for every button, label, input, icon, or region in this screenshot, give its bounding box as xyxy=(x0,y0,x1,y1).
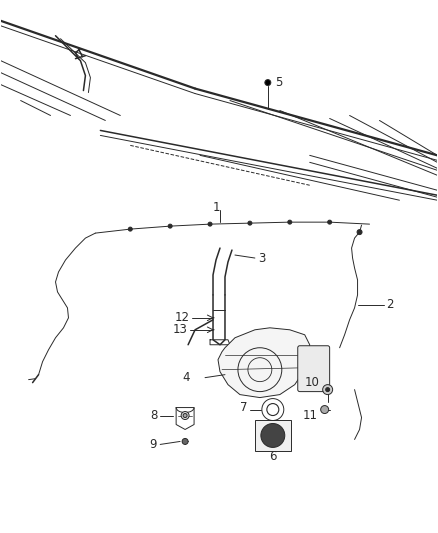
Polygon shape xyxy=(218,328,310,398)
Text: 9: 9 xyxy=(150,438,157,451)
Text: 5: 5 xyxy=(275,76,282,89)
Circle shape xyxy=(168,224,172,228)
Circle shape xyxy=(248,221,252,225)
Circle shape xyxy=(328,220,332,224)
Circle shape xyxy=(183,414,187,417)
Text: 13: 13 xyxy=(172,324,187,336)
Circle shape xyxy=(321,406,328,414)
Text: 2: 2 xyxy=(386,298,394,311)
Text: 10: 10 xyxy=(305,376,320,389)
Text: 1: 1 xyxy=(212,201,220,214)
Text: 6: 6 xyxy=(269,450,276,463)
Circle shape xyxy=(357,230,362,235)
Text: 3: 3 xyxy=(258,252,265,264)
Circle shape xyxy=(326,387,330,392)
Text: 12: 12 xyxy=(175,311,190,325)
Circle shape xyxy=(288,220,292,224)
Circle shape xyxy=(128,227,132,231)
Text: 7: 7 xyxy=(240,401,248,414)
Text: 8: 8 xyxy=(150,409,157,422)
Circle shape xyxy=(323,385,332,394)
Circle shape xyxy=(208,222,212,226)
FancyBboxPatch shape xyxy=(255,419,291,451)
Circle shape xyxy=(265,79,271,86)
Circle shape xyxy=(181,411,189,419)
Text: 4: 4 xyxy=(183,371,190,384)
FancyBboxPatch shape xyxy=(298,346,330,392)
Circle shape xyxy=(261,424,285,447)
Circle shape xyxy=(182,439,188,445)
Text: 11: 11 xyxy=(303,409,318,422)
